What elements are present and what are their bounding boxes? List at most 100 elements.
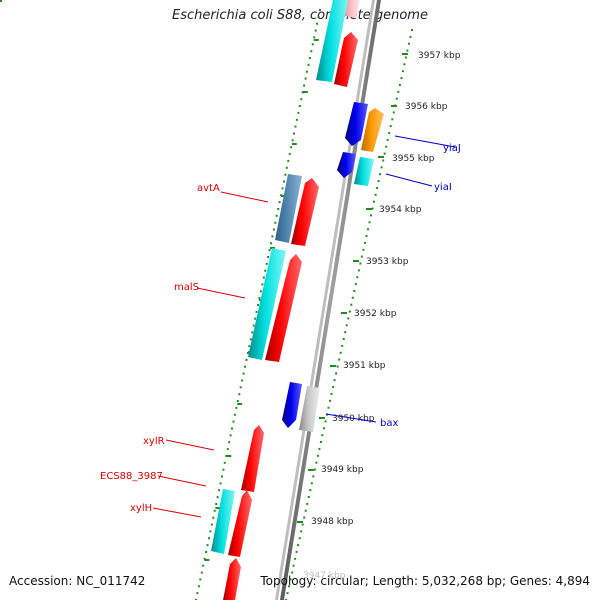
feature-red-bottom (223, 558, 241, 600)
outer-guide-dot (397, 90, 400, 93)
outer-guide-dot (365, 235, 368, 237)
inner-guide-dot (215, 503, 218, 505)
inner-guide-dot (200, 571, 203, 574)
outer-guide-dot (389, 125, 392, 128)
tick-label: 3948 kbp (311, 517, 354, 527)
inner-guide-dot (316, 22, 319, 25)
inner-guide-dot (257, 304, 259, 306)
outer-guide-dot (312, 475, 315, 478)
tick-label: 3953 kbp (366, 257, 409, 267)
outer-guide-dot (303, 516, 306, 519)
feature-red-avtA (291, 178, 319, 246)
inner-guide-dot (241, 379, 244, 382)
inner-guide-dot (216, 496, 219, 499)
outer-guide-dot (362, 248, 365, 251)
inner-guide-dot (274, 221, 277, 224)
outer-guide-dot (345, 324, 348, 327)
outer-guide-dot (354, 283, 357, 286)
inner-guide-dot (301, 91, 304, 94)
outer-guide-dot (310, 482, 313, 485)
outer-guide-dot (406, 49, 409, 52)
outer-guide-dot (307, 496, 310, 498)
outer-guide-dot (371, 207, 374, 210)
inner-guide-dot (249, 338, 252, 341)
inner-guide-dot (313, 36, 316, 39)
feature-pink-top (345, 0, 360, 18)
inner-guide-dot (203, 557, 206, 560)
inner-guide-dot (314, 29, 317, 32)
tick-label: 3955 kbp (392, 154, 435, 164)
inner-guide-dot (284, 173, 287, 176)
outer-guide-dot (309, 489, 312, 492)
feature-blue-yiaI (337, 152, 356, 178)
outer-guide-dot (306, 502, 309, 505)
feature-red-xylH (228, 490, 252, 557)
outer-guide-dot (385, 145, 388, 148)
outer-guide-dot (330, 393, 333, 395)
kbp-ticks: 3957 kbp 3956 kbp 3955 kbp 3954 kbp 3953… (303, 51, 461, 581)
inner-guide-dot (288, 153, 291, 156)
outer-guide-dot (411, 29, 413, 31)
inner-guide-dot (246, 352, 249, 354)
inner-guide-dot (0, 0, 2, 2)
inner-guide-dot (265, 262, 268, 265)
tick-label: 3949 kbp (321, 465, 364, 475)
gene-label-xylH: xylH (130, 503, 152, 514)
feature-cyan-malS (248, 248, 286, 360)
feature-gray-bax (299, 386, 320, 432)
inner-guide-dot (206, 544, 209, 547)
tick-label: 3947 kbp (303, 571, 346, 581)
outer-guide-dot (356, 276, 359, 279)
inner-guide-dot (221, 475, 223, 478)
outer-guide-dot (313, 468, 316, 471)
outer-guide-dot (332, 386, 335, 389)
inner-guide-dot (264, 269, 267, 272)
outer-guide-dot (338, 358, 341, 361)
inner-guide-dot (310, 50, 313, 53)
inner-guide-dot (244, 365, 246, 368)
feature-cyan-yiaI (354, 157, 374, 186)
feature-red-top (334, 32, 358, 87)
outer-guide-dot (409, 35, 412, 38)
outer-guide-dot (391, 118, 394, 121)
feature-cyan-top (316, 0, 348, 82)
outer-guide-dot (353, 290, 356, 292)
inner-guide-dot (270, 242, 272, 245)
inner-guide-dot (275, 214, 278, 217)
inner-guide-dot (283, 180, 285, 183)
tick-label: 3950 kbp (332, 414, 375, 424)
outer-guide-dot (297, 544, 300, 547)
gene-label-bax: bax (380, 418, 398, 429)
outer-guide-dot (315, 461, 318, 464)
inner-guide-dot (228, 441, 231, 444)
outer-guide-dot (300, 530, 303, 533)
inner-guide-dot (278, 201, 281, 204)
inner-guide-dot (226, 448, 229, 451)
gene-label-avtA: avtA (197, 183, 220, 194)
inner-guide-dot (294, 125, 297, 128)
inner-guide-dot (232, 420, 235, 423)
gene-label-yiaJ: yiaJ (443, 143, 461, 154)
inner-guide-dot (199, 578, 202, 581)
inner-guide-dot (245, 358, 248, 361)
gene-label-ECS88_3987: ECS88_3987 (100, 471, 163, 482)
outer-guide-dot (357, 269, 360, 272)
outer-guide-dot (295, 550, 298, 553)
gene-label-xylR: xylR (143, 436, 165, 447)
outer-guide-dot (388, 132, 391, 134)
inner-guide-dot (197, 585, 200, 588)
outer-guide-dot (380, 166, 383, 169)
inner-guide-dot (317, 15, 320, 18)
feature-blue-yiaJ (345, 102, 368, 146)
outer-guide-dot (395, 97, 398, 100)
inner-guide-dot (205, 551, 208, 553)
outer-guide-dot (298, 537, 301, 540)
inner-guide-dot (210, 523, 213, 526)
outer-guide-dot (382, 159, 385, 162)
inner-guide-dot (255, 310, 258, 313)
feature-cyan-xylH (211, 489, 235, 554)
outer-guide-dot (329, 399, 331, 402)
outer-guide-dot (286, 592, 289, 595)
inner-guide-dot (236, 400, 239, 402)
outer-guide-dot (323, 427, 325, 430)
